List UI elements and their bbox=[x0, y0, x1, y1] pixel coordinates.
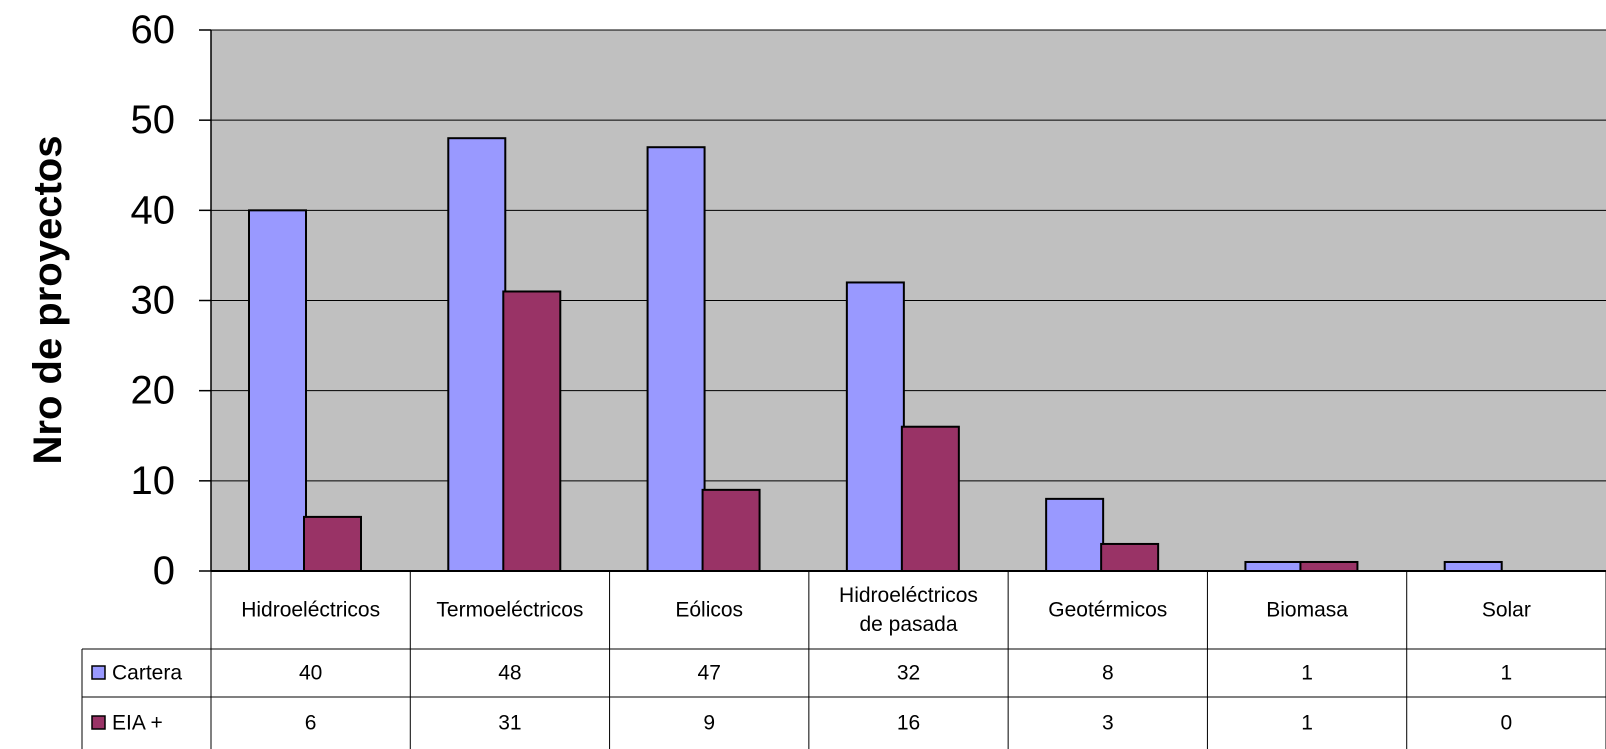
table-value: 47 bbox=[698, 662, 721, 685]
bars bbox=[248, 137, 1503, 573]
table-value: 1 bbox=[1501, 662, 1513, 685]
table-value: 8 bbox=[1102, 662, 1114, 685]
legend-label: Cartera bbox=[112, 662, 182, 685]
bar-eia--2 bbox=[701, 488, 761, 573]
table-value: 16 bbox=[897, 712, 920, 735]
legend-swatch bbox=[91, 715, 106, 730]
legend-swatch bbox=[91, 665, 106, 680]
bar-eia--3 bbox=[900, 425, 960, 572]
table-value: 1 bbox=[1301, 662, 1313, 685]
y-tick-label: 50 bbox=[131, 98, 176, 142]
bar-cartera-3 bbox=[845, 281, 905, 572]
y-tick-label: 40 bbox=[131, 188, 176, 232]
bar-cartera-5 bbox=[1244, 560, 1304, 573]
bar-cartera-4 bbox=[1045, 497, 1105, 572]
table-value: 3 bbox=[1102, 712, 1114, 735]
table-value: 0 bbox=[1501, 712, 1513, 735]
table-value: 31 bbox=[498, 712, 521, 735]
legend-label: EIA + bbox=[112, 712, 163, 735]
y-ticks: 0 10 20 30 40 50 60 bbox=[131, 8, 211, 593]
y-tick-label: 0 bbox=[153, 549, 175, 593]
category-label: Termoeléctricos bbox=[436, 599, 583, 622]
data-table: Hidroeléctricos Termoeléctricos Eólicos Hid… bbox=[81, 570, 1606, 749]
table-value: 1 bbox=[1301, 712, 1313, 735]
bar-cartera-1 bbox=[447, 137, 507, 572]
bar-eia--5 bbox=[1299, 560, 1359, 573]
y-tick-label: 20 bbox=[131, 369, 176, 413]
table-value: 32 bbox=[897, 662, 920, 685]
bar-cartera-0 bbox=[248, 209, 307, 572]
table-value: 48 bbox=[498, 662, 521, 685]
bar-cartera-2 bbox=[646, 146, 706, 572]
category-label: Solar bbox=[1482, 599, 1531, 622]
category-label: Hidroeléctricos bbox=[839, 584, 978, 607]
category-label: de pasada bbox=[859, 613, 957, 636]
category-label: Geotérmicos bbox=[1048, 599, 1167, 622]
gridlines bbox=[211, 29, 1606, 482]
y-tick-label: 60 bbox=[131, 8, 176, 52]
table-value: 9 bbox=[703, 712, 715, 735]
bar-eia--4 bbox=[1100, 542, 1160, 573]
table-value: 6 bbox=[305, 712, 317, 735]
bar-eia--0 bbox=[303, 515, 362, 573]
bar-eia--1 bbox=[502, 290, 562, 572]
y-tick-label: 10 bbox=[131, 459, 176, 503]
category-label: Biomasa bbox=[1266, 599, 1348, 622]
bar-cartera-6 bbox=[1443, 560, 1503, 573]
y-tick-label: 30 bbox=[131, 279, 176, 323]
table-value: 40 bbox=[299, 662, 322, 685]
y-axis-label: Nro de proyectos bbox=[26, 136, 70, 465]
category-label: Eólicos bbox=[675, 599, 743, 622]
category-label: Hidroeléctricos bbox=[241, 599, 380, 622]
